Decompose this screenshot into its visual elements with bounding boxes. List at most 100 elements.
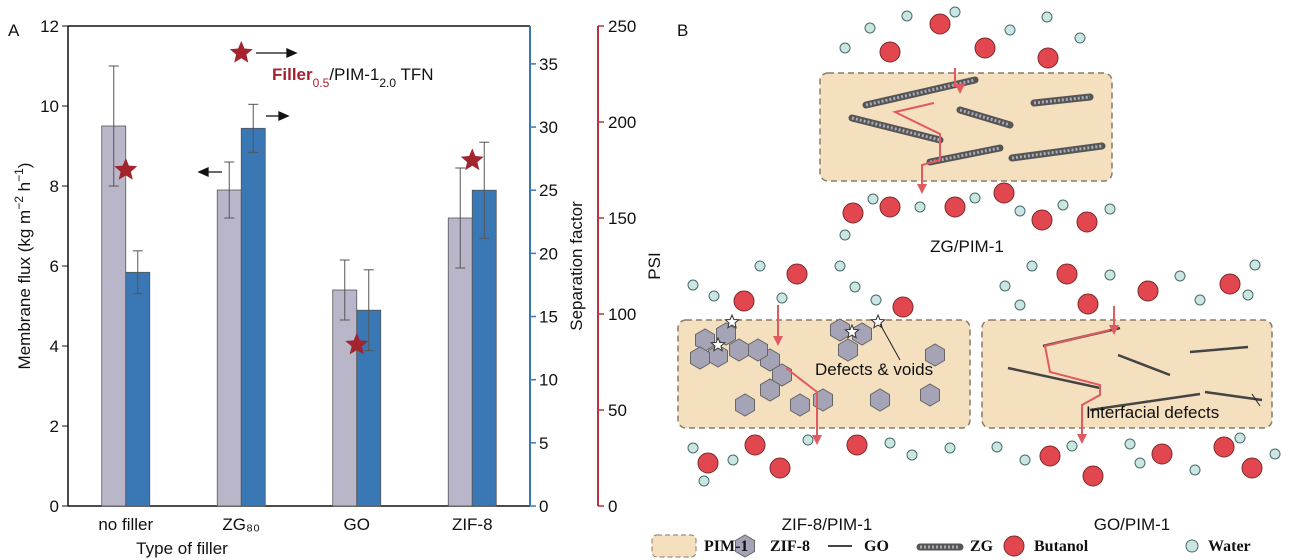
butanol (1076, 211, 1098, 233)
water (839, 229, 851, 241)
butanol (1031, 209, 1053, 231)
butanol (1213, 436, 1235, 458)
y-tick-label: 2 (50, 417, 59, 436)
zif-crystal (920, 383, 940, 407)
water (1269, 448, 1281, 460)
zif-crystal (830, 318, 850, 342)
legend-label: Water (1208, 538, 1251, 555)
zif-crystal (690, 346, 710, 370)
y-tick-label: 8 (50, 177, 59, 196)
zif-crystal (925, 343, 945, 367)
y-tick-label: 12 (40, 17, 59, 36)
callout: Interfacial defects (1086, 403, 1219, 422)
annotation-part: TFN (396, 65, 433, 84)
water (839, 42, 851, 54)
membrane-label: ZIF-8/PIM-1 (782, 515, 873, 534)
water (864, 22, 876, 34)
annotation: Filler0.5/PIM-12.0 TFN (272, 65, 434, 90)
water (901, 10, 913, 22)
y2-tick-label: 25 (539, 181, 558, 200)
butanol (1151, 443, 1173, 465)
water (999, 280, 1011, 292)
butanol (1082, 465, 1104, 487)
diagram-art (687, 6, 1281, 558)
butanol (1037, 47, 1059, 69)
y2-axis-title: Separation factor (567, 201, 586, 331)
y-title-part: Membrane flux (kg m (15, 210, 34, 370)
bar (216, 189, 242, 507)
bar (471, 189, 497, 507)
butanol (846, 434, 868, 456)
callout-pointer (1251, 393, 1261, 407)
zif-crystal (735, 393, 755, 417)
water (1074, 32, 1086, 44)
zif-crystal (838, 338, 858, 362)
flow-path (892, 102, 941, 186)
error-bar (108, 65, 119, 187)
legend-swatch (1185, 539, 1199, 553)
flow-path (785, 367, 818, 437)
water (867, 193, 879, 205)
x-axis-title: Type of filler (136, 539, 228, 558)
bar (240, 127, 266, 507)
error-bar (224, 161, 235, 219)
butanol (944, 196, 966, 218)
callout: Defects & voids (815, 360, 933, 379)
water (802, 434, 814, 446)
zif-crystal (760, 378, 780, 402)
zg-sheet (926, 144, 1004, 166)
legend-swatch (651, 534, 697, 558)
y3-tick-label: 200 (608, 113, 636, 132)
y-title-part: h (15, 182, 34, 196)
flow-head (773, 336, 783, 346)
water (906, 449, 918, 461)
y3-tick-label: 100 (608, 305, 636, 324)
water (969, 192, 981, 204)
star-marker (460, 148, 484, 171)
water (1234, 432, 1246, 444)
error-bar (479, 141, 490, 239)
water (834, 260, 846, 272)
y-tick-label: 6 (50, 257, 59, 276)
y-title-part: −1 (12, 168, 26, 182)
water (1019, 454, 1031, 466)
butanol (1137, 280, 1159, 302)
y2-tick-label: 20 (539, 244, 558, 263)
zif-crystal (708, 344, 728, 368)
zif-crystal (748, 338, 768, 362)
water (1014, 205, 1026, 217)
go-sheet (1007, 366, 1101, 390)
membrane-label: GO/PIM-1 (1094, 515, 1171, 534)
water (727, 454, 739, 466)
water (884, 437, 896, 449)
water (1104, 203, 1116, 215)
zif-crystal (870, 388, 890, 412)
go-sheet (1089, 392, 1201, 412)
panel-label: A (8, 21, 20, 40)
water (1026, 260, 1038, 272)
water (1004, 24, 1016, 36)
flow-head (812, 435, 822, 445)
water (1174, 270, 1186, 282)
x-tick-label: GO (344, 515, 370, 534)
y2-tick-label: 30 (539, 118, 558, 137)
zg-sheet (851, 116, 941, 142)
butanol (744, 434, 766, 456)
y3-axis-title: PSI (645, 252, 664, 279)
defect (870, 313, 886, 329)
star-marker (229, 40, 253, 63)
flow-head (955, 84, 965, 94)
y-title-part: −2 (12, 196, 26, 210)
water (687, 279, 699, 291)
y2-tick-label: 5 (539, 434, 548, 453)
butanol (697, 452, 719, 474)
water (708, 290, 720, 302)
defect (710, 336, 726, 352)
water (1104, 269, 1116, 281)
water (849, 281, 861, 293)
error-bar (132, 250, 143, 295)
error-bar (455, 167, 466, 269)
y3-tick-label: 50 (608, 401, 627, 420)
water (698, 475, 710, 487)
